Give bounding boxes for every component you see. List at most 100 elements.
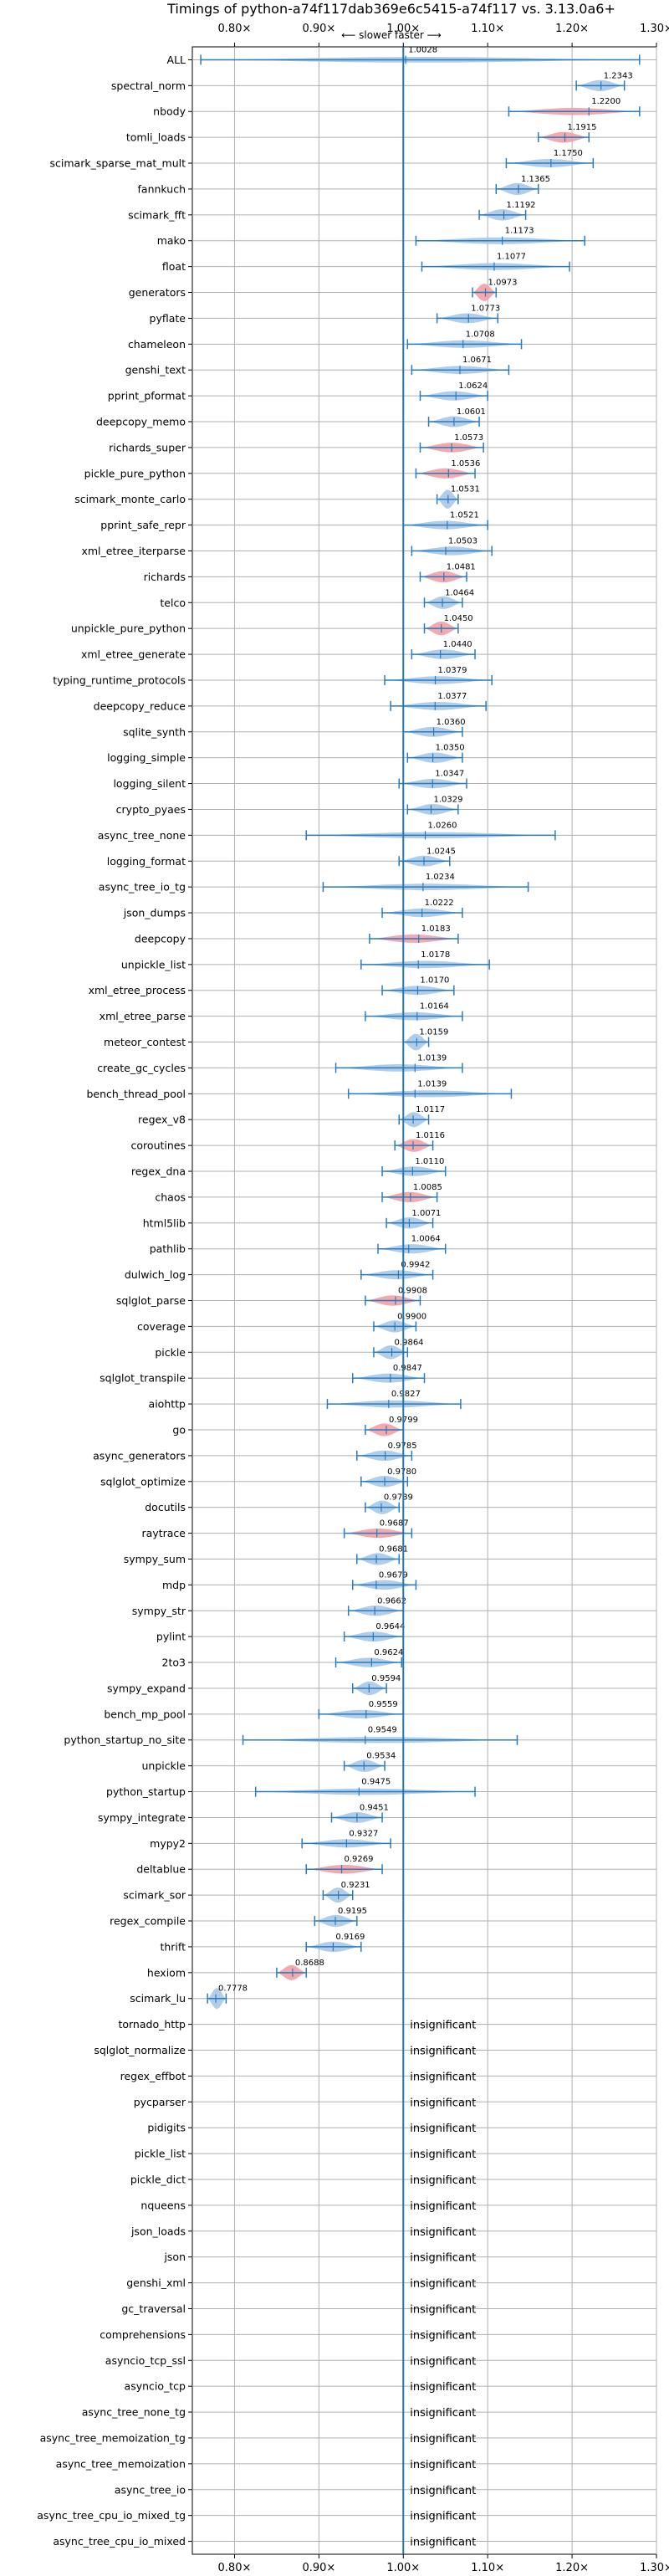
mean-value-label: 1.0234 xyxy=(426,873,455,882)
benchmark-label: meteor_contest xyxy=(104,1036,186,1048)
benchmark-label: scimark_fft xyxy=(128,208,186,221)
benchmark-label: genshi_xml xyxy=(126,2276,186,2289)
insignificant-label: insignificant xyxy=(410,2511,476,2523)
benchmark-label: chaos xyxy=(155,1191,186,1203)
insignificant-label: insignificant xyxy=(410,2071,476,2083)
mean-value-label: 1.1077 xyxy=(497,253,526,262)
x-tick-label-bottom: 1.00× xyxy=(386,2562,420,2574)
benchmark-label: typing_runtime_protocols xyxy=(53,673,186,686)
mean-value-label: 0.9900 xyxy=(397,1312,426,1321)
mean-value-label: 1.0379 xyxy=(438,666,467,675)
x-tick-label-top: 1.20× xyxy=(555,23,589,35)
benchmark-label: tornado_http xyxy=(118,2018,186,2031)
mean-value-label: 1.0245 xyxy=(426,847,456,856)
benchmark-label: regex_compile xyxy=(110,1915,186,1928)
mean-value-label: 1.0521 xyxy=(450,511,479,520)
mean-value-label: 0.9475 xyxy=(361,1778,391,1787)
benchmark-label: nqueens xyxy=(140,2199,186,2211)
benchmark-label: fannkuch xyxy=(138,182,186,195)
mean-value-label: 1.0110 xyxy=(415,1157,444,1166)
mean-value-label: 0.9780 xyxy=(387,1467,416,1477)
benchmark-label: logging_simple xyxy=(107,751,186,764)
insignificant-label: insignificant xyxy=(410,2537,476,2549)
benchmark-label: deltablue xyxy=(136,1863,186,1876)
benchmark-label: dulwich_log xyxy=(125,1268,186,1281)
benchmark-label: sympy_str xyxy=(132,1605,186,1617)
benchmark-label: go xyxy=(172,1423,186,1436)
benchmark-label: richards_super xyxy=(109,441,186,453)
benchmark-label: float xyxy=(162,260,186,273)
mean-value-label: 1.0260 xyxy=(428,821,457,830)
mean-value-label: 1.0531 xyxy=(451,485,480,494)
mean-value-label: 1.2200 xyxy=(591,97,620,106)
benchmark-label: richards xyxy=(144,571,186,583)
benchmark-label: unpickle_pure_python xyxy=(71,622,186,635)
mean-value-label: 1.0464 xyxy=(445,588,474,597)
benchmark-label: json_dumps xyxy=(123,907,186,919)
benchmark-label: pycparser xyxy=(134,2096,186,2108)
benchmark-label: async_tree_memoization_tg xyxy=(40,2431,186,2444)
mean-value-label: 0.9681 xyxy=(379,1544,408,1554)
benchmark-label: scimark_monte_carlo xyxy=(74,493,186,505)
benchmark-label: thrift xyxy=(160,1940,186,1953)
mean-value-label: 0.9269 xyxy=(345,1855,374,1864)
benchmark-label: bench_thread_pool xyxy=(86,1088,186,1100)
x-axis-ticks: 0.80× 0.80× 0.90× 0.90× 1.00× 1.00× 1.10× 1.10×… xyxy=(37,23,669,2574)
benchmark-label: regex_dna xyxy=(131,1165,186,1178)
benchmark-label: async_tree_memoization xyxy=(56,2457,186,2470)
insignificant-label: insignificant xyxy=(410,2459,476,2471)
mean-value-label: 1.0360 xyxy=(437,718,466,727)
insignificant-label: insignificant xyxy=(410,2020,476,2032)
mean-value-label: 1.0139 xyxy=(417,1053,447,1063)
benchmark-label: sqlglot_normalize xyxy=(94,2044,186,2056)
x-tick-label-bottom: 1.20× xyxy=(555,2562,589,2574)
insignificant-label: insignificant xyxy=(410,2174,476,2187)
benchmark-label: pickle_list xyxy=(135,2148,186,2160)
benchmark-label: 2to3 xyxy=(162,1657,186,1669)
mean-value-label: 1.0671 xyxy=(462,356,492,365)
mean-value-label: 1.0117 xyxy=(416,1105,445,1114)
mean-value-label: 0.9169 xyxy=(335,1933,365,1942)
benchmark-label: xml_etree_process xyxy=(89,984,186,996)
benchmark-label: python_startup_no_site xyxy=(64,1734,186,1746)
benchmark-label: sqlglot_parse xyxy=(116,1294,186,1307)
benchmark-label: xml_etree_parse xyxy=(100,1010,186,1022)
mean-value-label: 0.9662 xyxy=(377,1596,406,1606)
benchmark-label: scimark_sor xyxy=(123,1889,186,1902)
x-tick-label-top: 0.90× xyxy=(302,23,335,35)
mean-value-label: 1.0347 xyxy=(435,770,464,779)
mean-value-label: 0.9827 xyxy=(391,1390,421,1399)
mean-value-label: 0.9942 xyxy=(401,1261,430,1270)
benchmark-label: sqlglot_transpile xyxy=(100,1372,186,1385)
insignificant-label: insignificant xyxy=(410,2303,476,2316)
mean-value-label: 1.0139 xyxy=(417,1079,447,1088)
mean-value-label: 0.9195 xyxy=(338,1907,367,1916)
mean-value-label: 1.0116 xyxy=(416,1131,445,1140)
mean-value-label: 1.0503 xyxy=(448,536,477,545)
mean-value-label: 0.9327 xyxy=(349,1829,378,1838)
mean-value-label: 1.2343 xyxy=(604,71,633,80)
benchmark-label: logging_silent xyxy=(113,777,186,790)
insignificant-label: insignificant xyxy=(410,2278,476,2291)
benchmark-label: regex_effbot xyxy=(120,2070,186,2082)
benchmark-label: deepcopy xyxy=(135,932,186,945)
mean-value-label: 1.0183 xyxy=(421,924,451,934)
insignificant-label: insignificant xyxy=(410,2097,476,2109)
benchmark-label: create_gc_cycles xyxy=(97,1062,186,1074)
benchmark-label: async_tree_io xyxy=(115,2483,186,2496)
benchmark-label: asyncio_tcp xyxy=(125,2380,186,2393)
mean-value-label: 0.9687 xyxy=(380,1519,409,1529)
mean-value-label: 0.9231 xyxy=(341,1881,370,1890)
benchmark-label: pprint_safe_repr xyxy=(100,519,186,531)
benchmark-label: asyncio_tcp_ssl xyxy=(105,2354,186,2367)
mean-value-label: 1.0450 xyxy=(444,614,473,623)
mean-value-label: 1.0028 xyxy=(408,45,437,54)
mean-value-label: 1.0071 xyxy=(411,1209,441,1218)
insignificant-label: insignificant xyxy=(410,2252,476,2265)
mean-value-label: 1.0536 xyxy=(451,459,480,469)
benchmark-label: pylint xyxy=(156,1631,186,1643)
benchmark-label: xml_etree_generate xyxy=(81,648,186,661)
mean-value-label: 1.1192 xyxy=(507,201,536,210)
benchmark-label: sqlglot_optimize xyxy=(100,1475,186,1488)
benchmark-label: mypy2 xyxy=(150,1837,186,1850)
